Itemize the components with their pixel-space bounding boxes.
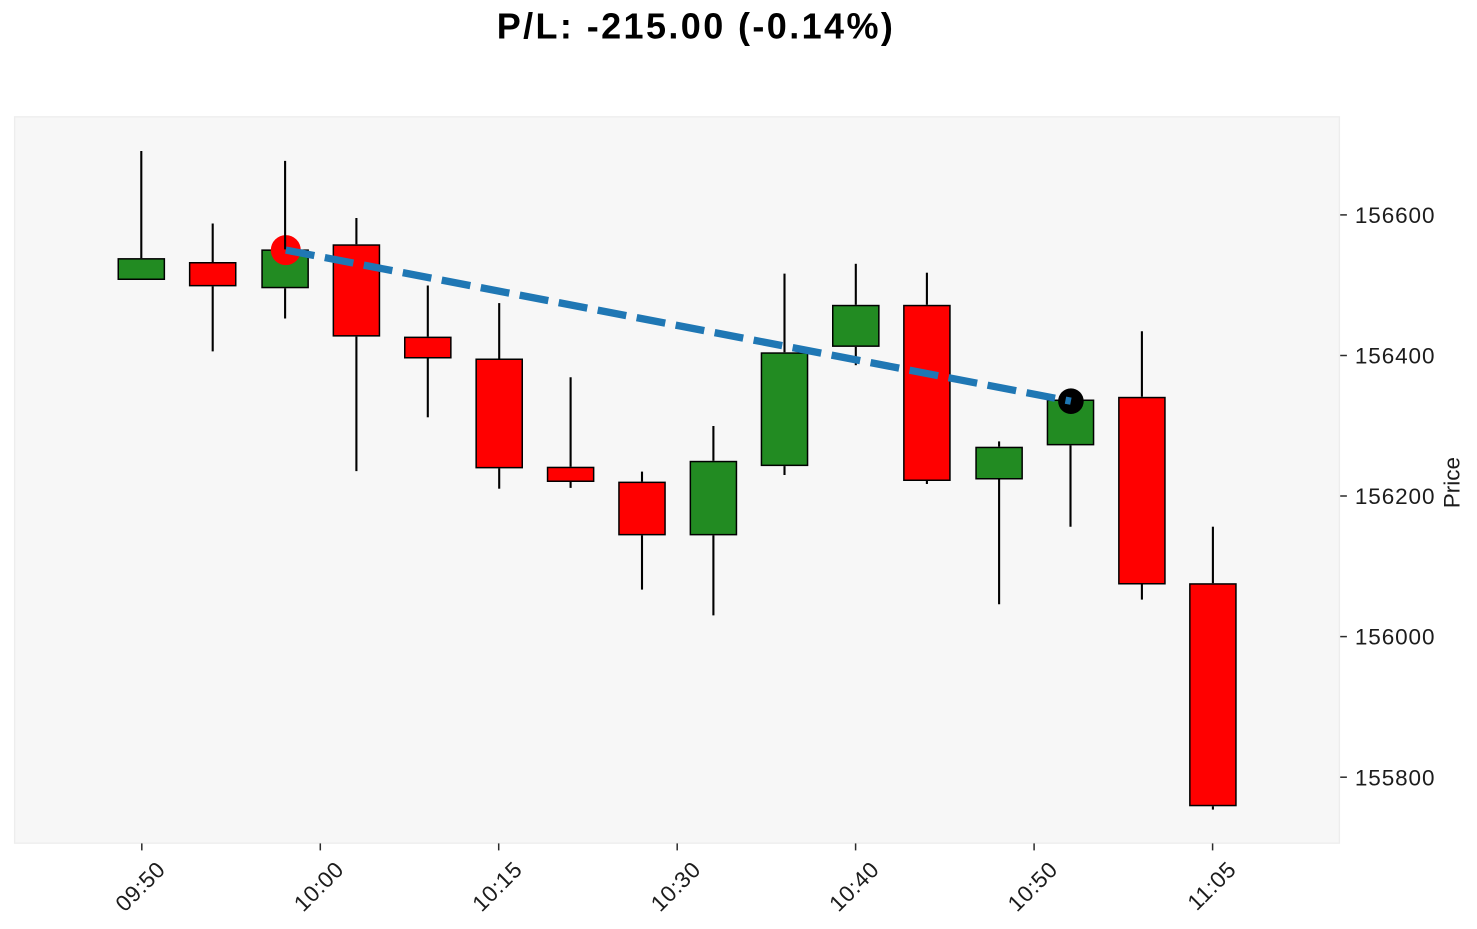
svg-text:Price: Price bbox=[1440, 457, 1465, 508]
svg-text:156200: 156200 bbox=[1355, 484, 1435, 509]
svg-text:156000: 156000 bbox=[1355, 625, 1435, 650]
svg-text:156400: 156400 bbox=[1355, 344, 1435, 369]
svg-text:156600: 156600 bbox=[1355, 203, 1435, 228]
svg-text:155800: 155800 bbox=[1355, 765, 1435, 790]
svg-text:P/L: -215.00 (-0.14%): P/L: -215.00 (-0.14%) bbox=[497, 5, 896, 46]
